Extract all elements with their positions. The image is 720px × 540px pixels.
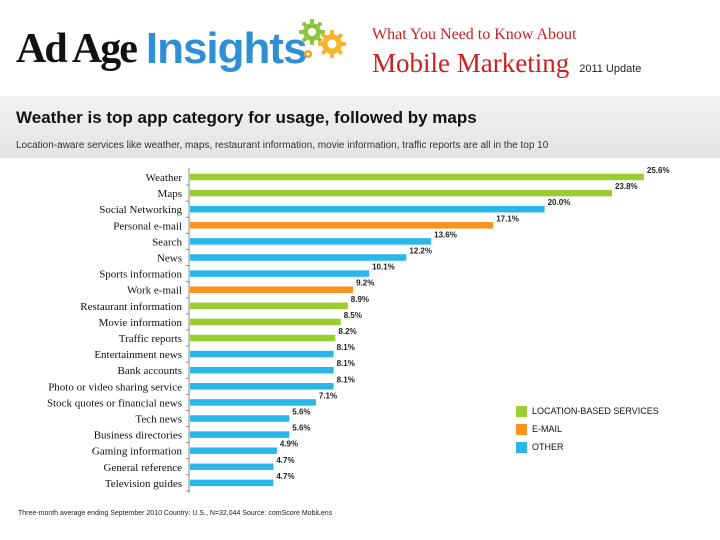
value-label: 9.2% xyxy=(356,279,374,288)
value-label: 4.7% xyxy=(276,472,294,481)
category-label: Business directories xyxy=(94,430,182,442)
value-label: 7.1% xyxy=(319,391,337,400)
bar-entertainment-news xyxy=(190,350,334,358)
logo-ad-age-text: Ad Age xyxy=(16,26,138,72)
logo-insights-text: Insights xyxy=(145,24,308,73)
report-intro: What You Need to Know About xyxy=(372,26,577,43)
bar-maps xyxy=(190,189,612,197)
bar-traffic-reports xyxy=(190,334,336,342)
category-label: Movie information xyxy=(99,317,183,329)
legend-item-email: E-MAIL xyxy=(516,420,659,438)
category-label: General reference xyxy=(104,462,183,474)
report-update: 2011 Update xyxy=(579,63,642,75)
value-label: 10.1% xyxy=(372,263,395,272)
bar-weather xyxy=(190,173,644,181)
value-label: 23.8% xyxy=(615,182,638,191)
bar-stock-quotes-or-financial-news xyxy=(190,399,316,406)
value-label: 8.2% xyxy=(338,327,356,336)
headline-band xyxy=(0,96,720,158)
legend-label-email: E-MAIL xyxy=(532,424,563,434)
bar-television-guides xyxy=(190,479,274,487)
legend-swatch-location xyxy=(516,405,527,417)
legend-label-location: LOCATION-BASED SERVICES xyxy=(532,406,659,416)
bar-movie-information xyxy=(190,318,341,326)
category-label: Work e-mail xyxy=(127,285,182,297)
gears-icon xyxy=(299,19,346,58)
chart-subline: Location-aware services like weather, ma… xyxy=(16,140,549,151)
chart-headline: Weather is top app category for usage, f… xyxy=(16,108,477,127)
category-label: Television guides xyxy=(105,478,182,490)
value-label: 17.1% xyxy=(496,214,519,223)
value-label: 13.6% xyxy=(434,230,457,239)
legend-label-other: OTHER xyxy=(532,442,564,452)
report-title: Mobile Marketing xyxy=(372,48,570,78)
category-label: Personal e-mail xyxy=(113,220,182,232)
value-label: 20.0% xyxy=(548,198,571,207)
legend-swatch-other xyxy=(516,441,527,453)
source-note: Three-month average ending September 201… xyxy=(18,510,333,517)
value-label: 8.1% xyxy=(337,375,355,384)
category-label: News xyxy=(157,253,182,265)
bar-bank-accounts xyxy=(190,366,334,374)
value-label: 5.6% xyxy=(292,424,310,433)
category-label: Traffic reports xyxy=(119,333,182,345)
value-label: 8.5% xyxy=(344,311,362,320)
bar-personal-e-mail xyxy=(190,222,494,229)
bar-general-reference xyxy=(190,463,274,471)
bar-work-e-mail xyxy=(190,286,354,293)
category-label: Social Networking xyxy=(99,204,182,216)
bar-sports-information xyxy=(190,270,370,277)
category-label: Maps xyxy=(158,188,182,200)
value-label: 4.9% xyxy=(280,440,298,449)
report-heading: What You Need to Know About Mobile Marke… xyxy=(372,26,641,79)
bar-gaming-information xyxy=(190,447,277,454)
category-label: Sports information xyxy=(99,269,182,281)
value-label: 8.9% xyxy=(351,295,369,304)
chart-legend: LOCATION-BASED SERVICES E-MAIL OTHER xyxy=(516,402,659,456)
ad-age-insights-logo: Ad Age Insights xyxy=(16,19,346,86)
value-label: 12.2% xyxy=(409,247,432,256)
category-label: Stock quotes or financial news xyxy=(47,397,182,409)
bar-social-networking xyxy=(190,205,545,213)
value-label: 8.1% xyxy=(337,359,355,368)
category-label: Search xyxy=(152,236,182,248)
category-label: Gaming information xyxy=(92,446,183,458)
value-label: 4.7% xyxy=(276,456,294,465)
bar-tech-news xyxy=(190,415,290,422)
category-label: Restaurant information xyxy=(80,301,182,313)
bar-search xyxy=(190,238,432,245)
bar-photo-or-video-sharing-service xyxy=(190,383,334,390)
legend-swatch-email xyxy=(516,423,527,435)
category-label: Weather xyxy=(146,172,183,184)
legend-item-location: LOCATION-BASED SERVICES xyxy=(516,402,659,420)
category-label: Entertainment news xyxy=(94,349,182,361)
bar-business-directories xyxy=(190,431,290,438)
value-label: 5.6% xyxy=(292,408,310,417)
bar-chart: Weather 25.6% Maps 23.8% Social Networking 20… xyxy=(47,166,670,493)
category-label: Bank accounts xyxy=(118,365,182,377)
bar-restaurant-information xyxy=(190,302,348,310)
category-label: Tech news xyxy=(135,414,182,426)
bar-news xyxy=(190,254,407,261)
legend-item-other: OTHER xyxy=(516,438,659,456)
value-label: 8.1% xyxy=(337,343,355,352)
report-title-line: Mobile Marketing 2011 Update xyxy=(372,48,641,79)
value-label: 25.6% xyxy=(647,166,670,175)
category-label: Photo or video sharing service xyxy=(48,381,182,393)
